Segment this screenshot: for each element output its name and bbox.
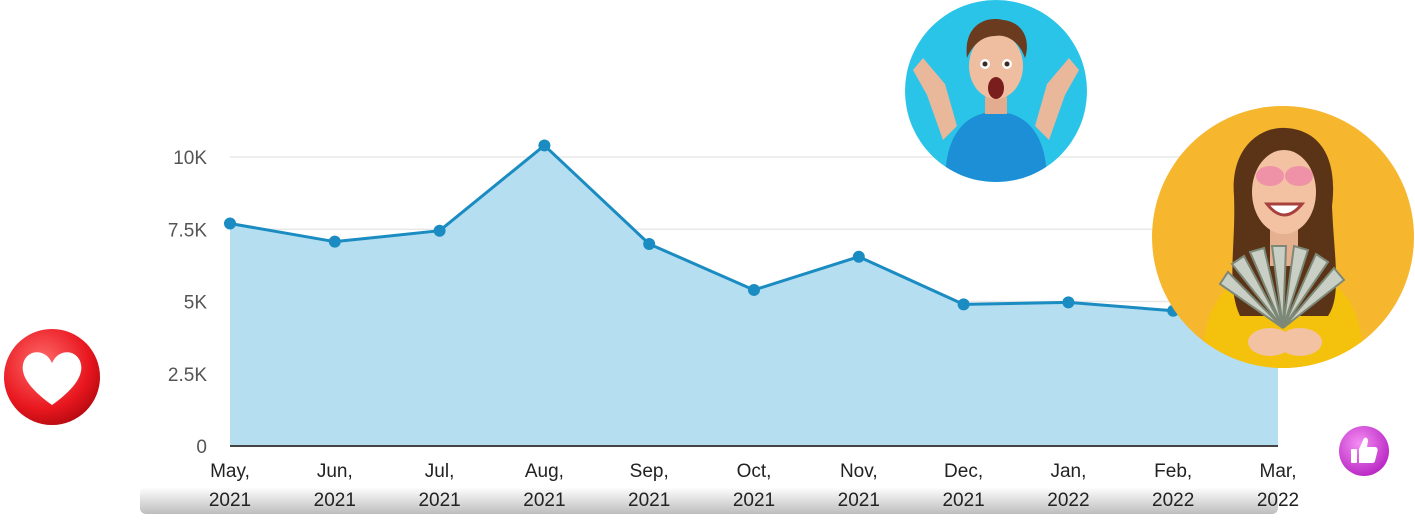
data-point [748, 283, 760, 296]
x-tick-label: Feb, 2022 [1152, 461, 1194, 511]
y-tick-label: 5K [184, 293, 208, 314]
data-point [538, 139, 551, 152]
data-point [957, 298, 970, 311]
y-axis: 0 2.5K 5K 7.5K 10K [168, 148, 207, 458]
x-tick-label: Nov, 2021 [838, 461, 880, 511]
y-tick-label: 0 [196, 437, 207, 458]
data-point [1062, 296, 1075, 309]
thumbs-up-icon [1339, 426, 1389, 476]
x-tick-label: Jul, 2021 [418, 461, 460, 511]
data-point [224, 217, 236, 230]
data-point [643, 237, 656, 250]
x-tick-label: Oct, 2021 [733, 461, 775, 511]
y-tick-label: 2.5K [168, 365, 207, 386]
x-tick-label: Aug, 2021 [523, 461, 565, 511]
x-tick-label: Jun, 2021 [314, 461, 356, 511]
x-tick-label: Dec, 2021 [942, 461, 984, 511]
y-tick-label: 7.5K [168, 220, 207, 241]
surprised-man-photo [905, 0, 1087, 182]
woman-with-money-photo [1152, 106, 1414, 368]
heart-icon [4, 329, 100, 425]
data-points [224, 139, 1278, 317]
data-point [852, 250, 865, 263]
data-point [328, 235, 341, 248]
data-point [433, 224, 446, 237]
x-tick-label: Jan, 2022 [1047, 461, 1089, 511]
y-tick-label: 10K [173, 148, 207, 169]
x-tick-label: May, 2021 [209, 461, 251, 511]
x-tick-label: Sep, 2021 [628, 461, 670, 511]
x-tick-label: Mar, 2022 [1257, 461, 1299, 511]
x-axis: May, 2021 Jun, 2021 Jul, 2021 Aug, 2021 Sep, 2021… [209, 461, 1299, 511]
x-axis-shade [140, 487, 1278, 514]
